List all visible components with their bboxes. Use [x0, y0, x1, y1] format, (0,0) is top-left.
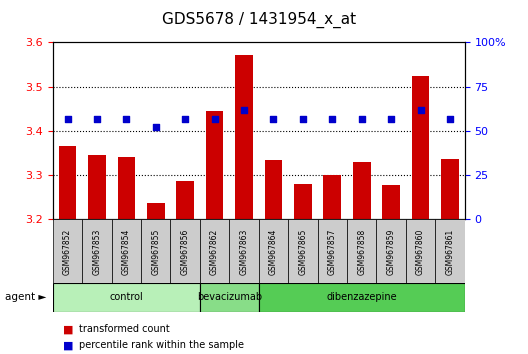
Point	[328, 116, 336, 121]
Bar	[235, 55, 253, 219]
Bar	[88, 155, 106, 219]
FancyBboxPatch shape	[53, 219, 82, 283]
Point	[357, 116, 366, 121]
FancyBboxPatch shape	[347, 219, 376, 283]
Text: GSM967854: GSM967854	[122, 229, 131, 275]
FancyBboxPatch shape	[376, 219, 406, 283]
Text: GSM967861: GSM967861	[446, 229, 455, 275]
Text: GSM967863: GSM967863	[240, 229, 249, 275]
FancyBboxPatch shape	[141, 219, 171, 283]
Text: bevacizumab: bevacizumab	[197, 292, 262, 302]
FancyBboxPatch shape	[406, 219, 435, 283]
FancyBboxPatch shape	[288, 219, 317, 283]
Text: GSM967852: GSM967852	[63, 229, 72, 275]
Point	[299, 116, 307, 121]
Text: GSM967865: GSM967865	[298, 229, 307, 275]
FancyBboxPatch shape	[200, 283, 259, 312]
FancyBboxPatch shape	[171, 219, 200, 283]
Text: control: control	[109, 292, 143, 302]
Text: GSM967858: GSM967858	[357, 229, 366, 275]
Bar	[412, 76, 429, 219]
Point	[93, 116, 101, 121]
FancyBboxPatch shape	[200, 219, 229, 283]
Bar	[59, 147, 77, 219]
Bar	[382, 185, 400, 219]
Text: GSM967857: GSM967857	[328, 229, 337, 275]
Text: GSM967856: GSM967856	[181, 229, 190, 275]
Point	[446, 116, 454, 121]
Text: GSM967864: GSM967864	[269, 229, 278, 275]
Point	[152, 125, 160, 130]
Point	[63, 116, 72, 121]
Text: GSM967860: GSM967860	[416, 229, 425, 275]
Text: percentile rank within the sample: percentile rank within the sample	[79, 340, 244, 350]
Point	[181, 116, 190, 121]
FancyBboxPatch shape	[53, 283, 200, 312]
Text: GDS5678 / 1431954_x_at: GDS5678 / 1431954_x_at	[162, 12, 356, 28]
Bar	[353, 162, 371, 219]
Text: ■: ■	[63, 324, 74, 334]
Text: agent ►: agent ►	[5, 292, 46, 302]
Point	[240, 107, 248, 113]
FancyBboxPatch shape	[229, 219, 259, 283]
Bar	[206, 111, 223, 219]
Text: ■: ■	[63, 340, 74, 350]
Bar	[118, 157, 135, 219]
Bar	[265, 160, 282, 219]
Bar	[324, 175, 341, 219]
Bar	[147, 203, 165, 219]
Text: dibenzazepine: dibenzazepine	[326, 292, 397, 302]
Text: GSM967862: GSM967862	[210, 229, 219, 275]
Point	[269, 116, 278, 121]
FancyBboxPatch shape	[82, 219, 111, 283]
FancyBboxPatch shape	[259, 219, 288, 283]
Text: GSM967853: GSM967853	[92, 229, 101, 275]
Bar	[176, 181, 194, 219]
FancyBboxPatch shape	[111, 219, 141, 283]
FancyBboxPatch shape	[259, 283, 465, 312]
Point	[122, 116, 130, 121]
Point	[210, 116, 219, 121]
Text: GSM967855: GSM967855	[151, 229, 161, 275]
Bar	[441, 159, 459, 219]
Point	[387, 116, 395, 121]
Text: transformed count: transformed count	[79, 324, 170, 334]
Bar	[294, 184, 312, 219]
FancyBboxPatch shape	[317, 219, 347, 283]
Text: GSM967859: GSM967859	[386, 229, 395, 275]
FancyBboxPatch shape	[435, 219, 465, 283]
Point	[416, 107, 425, 113]
